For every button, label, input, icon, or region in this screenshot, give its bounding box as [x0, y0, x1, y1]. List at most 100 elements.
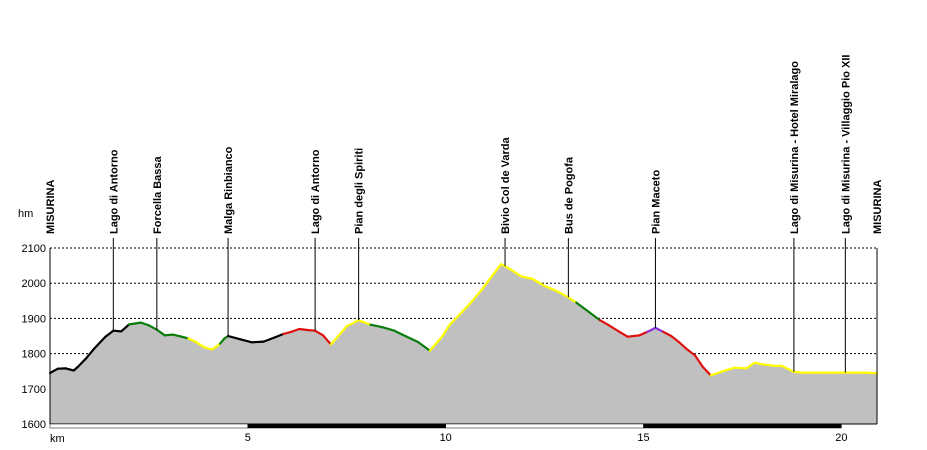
- waypoint-label: Lago di Antorno: [310, 149, 322, 234]
- elevation-segment: [685, 348, 697, 357]
- elevation-line: [48, 263, 879, 377]
- waypoint-label: Lago di Misurina - Hotel Miralago: [789, 61, 801, 234]
- elevation-area: [50, 264, 877, 424]
- elevation-segment: [48, 367, 60, 375]
- waypoint-markers: MISURINA Lago di Antorno Forcella Bassa Mal…: [45, 55, 884, 373]
- x-tick-label: 10: [440, 432, 452, 444]
- elevation-segment: [179, 335, 190, 340]
- x-axis-label: km: [50, 433, 65, 445]
- waypoint-label: Lago di Misurina - Villaggio Pio XII: [840, 55, 852, 234]
- elevation-segment: [84, 348, 95, 360]
- elevation-segment: [492, 263, 503, 276]
- elevation-segment: [519, 275, 534, 281]
- y-tick-label: 2100: [22, 243, 46, 255]
- elevation-segment: [733, 366, 748, 370]
- x-tick-label: 5: [245, 432, 251, 444]
- elevation-segment: [626, 334, 641, 338]
- elevation-segment: [357, 319, 372, 326]
- elevation-segment: [227, 334, 241, 341]
- elevation-segment: [555, 289, 570, 299]
- elevation-segment: [753, 361, 764, 366]
- y-tick-label: 2000: [22, 278, 46, 290]
- elevation-segment: [155, 328, 166, 337]
- y-tick-label: 1900: [22, 313, 46, 325]
- y-tick-label: 1600: [22, 419, 46, 431]
- elevation-segment: [405, 335, 420, 344]
- elevation-segment: [670, 334, 681, 344]
- waypoint-label: Malga Rinbianco: [223, 146, 235, 234]
- elevation-segment: [139, 321, 150, 327]
- elevation-segment: [709, 370, 724, 377]
- elevation-segment: [606, 323, 621, 334]
- y-axis-label: hm: [18, 208, 33, 220]
- elevation-segment: [120, 323, 131, 333]
- elevation-segment: [618, 331, 629, 338]
- waypoint-label: MISURINA: [45, 180, 57, 234]
- elevation-segment: [543, 284, 558, 292]
- elevation-segment: [76, 357, 87, 369]
- waypoint-label: Pian degli Spiriti: [354, 148, 366, 234]
- waypoint-label: Lago di Antorno: [108, 149, 120, 234]
- elevation-segment: [468, 289, 483, 306]
- elevation-segment: [393, 329, 408, 338]
- elevation-segment: [171, 333, 182, 338]
- elevation-segment: [306, 328, 317, 332]
- elevation-segment: [345, 319, 360, 328]
- elevation-segment: [863, 371, 879, 375]
- elevation-segment: [369, 323, 384, 329]
- elevation-segment: [586, 310, 602, 322]
- elevation-segment: [195, 341, 206, 349]
- elevation-segment: [654, 326, 665, 333]
- elevation-fill: [50, 264, 877, 424]
- elevation-segment: [428, 336, 443, 352]
- elevation-segment: [262, 336, 277, 343]
- elevation-segment: [701, 365, 712, 377]
- y-tick-label: 1800: [22, 349, 46, 361]
- y-tick-label: 1700: [22, 384, 46, 396]
- elevation-segment: [780, 364, 796, 373]
- scale-bar-block: [643, 423, 842, 429]
- elevation-segment: [646, 326, 657, 333]
- elevation-segment: [456, 303, 471, 318]
- elevation-segment: [448, 315, 459, 326]
- elevation-segment: [329, 334, 340, 346]
- waypoint-label: Forcella Bassa: [152, 155, 164, 234]
- elevation-segment: [238, 338, 253, 344]
- elevation-segment: [480, 273, 495, 292]
- elevation-segment: [381, 326, 396, 332]
- elevation-segment: [203, 346, 214, 351]
- elevation-segment: [567, 296, 578, 304]
- x-tick-label: 20: [835, 432, 847, 444]
- waypoint-label: MISURINA: [872, 180, 884, 234]
- waypoint-label: Bivio Col de Varda: [500, 137, 512, 234]
- elevation-segment: [282, 330, 293, 335]
- elevation-segment: [638, 330, 649, 337]
- elevation-segment: [416, 340, 431, 352]
- elevation-segment: [678, 341, 689, 351]
- elevation-segment: [761, 363, 776, 367]
- elevation-segment: [693, 354, 705, 369]
- elevation-segment: [104, 329, 115, 338]
- elevation-segment: [321, 334, 332, 346]
- elevation-segment: [250, 340, 265, 344]
- elevation-segment: [721, 366, 736, 373]
- scale-bar-block: [247, 423, 446, 429]
- x-tick-label: 15: [637, 432, 649, 444]
- elevation-segment: [531, 277, 546, 288]
- elevation-segment: [128, 321, 143, 326]
- elevation-segment: [92, 335, 107, 351]
- elevation-segment: [598, 319, 610, 326]
- elevation-segment: [792, 370, 803, 374]
- waypoint-label: Pian Maceto: [650, 170, 662, 234]
- elevation-segment: [147, 324, 158, 331]
- scale-bar-block: [445, 423, 644, 429]
- elevation-segment: [662, 330, 673, 338]
- elevation-segment: [745, 361, 756, 370]
- elevation-segment: [274, 332, 285, 339]
- elevation-segment: [314, 329, 325, 337]
- elevation-segment: [112, 329, 123, 333]
- elevation-segment: [337, 325, 348, 337]
- elevation-segment: [298, 327, 309, 332]
- axes: 1600 1700 1800 1900 2000 2100 5 10 15 20: [22, 243, 878, 444]
- elevation-segment: [211, 342, 222, 351]
